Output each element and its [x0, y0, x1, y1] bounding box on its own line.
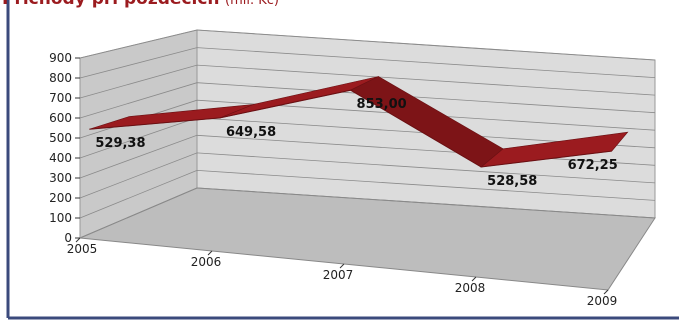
series-line	[89, 89, 612, 168]
x-tick-label: 2008	[455, 281, 486, 295]
value-label: 528,58	[487, 174, 537, 189]
grid-line	[79, 47, 656, 79]
x-tick	[75, 237, 81, 243]
x-tick-label: 2005	[67, 242, 98, 256]
chart-subtitle: (mil. Kč)	[225, 0, 279, 8]
x-tick	[207, 250, 213, 256]
grid-line	[79, 29, 656, 61]
grid-line	[79, 169, 656, 219]
value-label: 529,38	[95, 136, 145, 151]
grid-line	[79, 152, 656, 199]
y-tick-label: 0	[64, 231, 72, 245]
y-tick-label: 100	[49, 211, 72, 225]
value-label: 649,58	[226, 125, 276, 140]
x-tick-label: 2006	[191, 255, 222, 269]
value-label: 672,25	[568, 158, 618, 173]
x-tick	[603, 289, 609, 295]
y-tick-label: 700	[49, 91, 72, 105]
y-tick-label: 500	[49, 131, 72, 145]
y-tick-label: 200	[49, 191, 72, 205]
x-tick-label: 2007	[323, 268, 354, 282]
y-tick-label: 800	[49, 71, 72, 85]
chart-title: Příchody při pozdecích	[2, 0, 220, 9]
value-label: 853,00	[357, 97, 407, 112]
x-tick	[471, 276, 477, 282]
grid-line	[79, 64, 656, 99]
x-tick-label: 2009	[587, 294, 618, 308]
grid-line	[79, 82, 656, 119]
y-tick-label: 600	[49, 111, 72, 125]
x-tick	[339, 263, 345, 269]
grid-line	[79, 187, 656, 239]
y-tick-label: 300	[49, 171, 72, 185]
y-tick-label: 400	[49, 151, 72, 165]
y-tick-label: 900	[49, 51, 72, 65]
